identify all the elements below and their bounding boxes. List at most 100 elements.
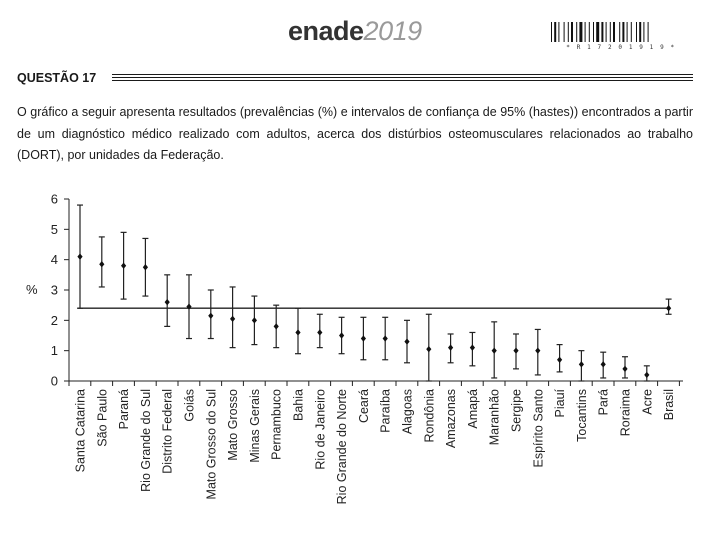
title-rule xyxy=(112,74,693,75)
prevalence-point xyxy=(77,253,83,260)
category-label: Amapá xyxy=(466,389,480,429)
prevalence-point xyxy=(360,335,366,342)
title-rule xyxy=(112,77,693,78)
exam-header: enade2019 * R 1 7 2 0 1 9 1 9 * xyxy=(0,0,710,60)
prevalence-point xyxy=(426,345,432,353)
prevalence-point xyxy=(121,262,127,269)
barcode-bar xyxy=(558,22,560,42)
prevalence-point xyxy=(557,356,563,363)
enade-logo: enade2019 xyxy=(288,16,422,47)
category-label: Brasil xyxy=(662,389,676,420)
prevalence-point xyxy=(622,365,628,373)
y-tick-label: 6 xyxy=(51,192,58,207)
category-label: Bahia xyxy=(292,389,306,421)
category-label: Distrito Federal xyxy=(161,389,175,474)
category-label: Alagoas xyxy=(401,389,415,434)
barcode-icon xyxy=(551,22,649,42)
category-label: Paraíba xyxy=(379,389,393,433)
category-label: Paraná xyxy=(117,389,131,429)
category-label: Rio Grande do Sul xyxy=(139,389,153,492)
barcode-bar xyxy=(636,22,637,42)
prevalence-point xyxy=(317,329,323,336)
prevalence-point xyxy=(666,305,672,312)
prevalence-point xyxy=(339,332,345,339)
prevalence-point xyxy=(469,344,475,351)
category-label: Amazonas xyxy=(444,389,458,448)
y-tick-label: 3 xyxy=(51,283,58,298)
barcode-bar xyxy=(639,22,642,42)
prevalence-point xyxy=(251,317,257,324)
barcode-bar xyxy=(626,22,628,42)
category-label: Acre xyxy=(640,389,654,415)
category-label: Maranhão xyxy=(488,389,502,445)
barcode-bar xyxy=(579,22,583,42)
barcode-bar xyxy=(613,22,615,42)
category-label: Tocantins xyxy=(575,389,589,442)
barcode-bar xyxy=(571,22,573,42)
category-label: Sergipe xyxy=(510,389,524,432)
prevalence-point xyxy=(208,312,214,319)
prevalence-point xyxy=(404,338,410,345)
prevalence-point xyxy=(164,298,170,306)
category-label: Roraima xyxy=(619,389,633,436)
category-label: Piauí xyxy=(553,388,567,417)
prevalence-point xyxy=(448,344,454,351)
category-label: Ceará xyxy=(357,389,371,423)
barcode-bar xyxy=(619,22,621,42)
y-tick-label: 5 xyxy=(51,222,58,237)
category-label: Minas Gerais xyxy=(248,389,262,463)
prevalence-point xyxy=(273,323,279,330)
y-tick-label: 2 xyxy=(51,313,58,328)
barcode-bar xyxy=(647,22,649,42)
barcode-bar xyxy=(567,22,569,42)
barcode-text: * R 1 7 2 0 1 9 1 9 * xyxy=(566,44,676,51)
barcode-bar xyxy=(605,22,607,42)
category-label: Rondônia xyxy=(422,389,436,443)
barcode-bar xyxy=(588,22,590,42)
prevalence-point xyxy=(513,347,519,354)
category-label: São Paulo xyxy=(95,389,109,447)
barcode-bar xyxy=(584,22,586,42)
logo-year: 2019 xyxy=(363,16,423,46)
title-rule xyxy=(112,80,693,81)
category-label: Rio de Janeiro xyxy=(313,389,327,470)
question-title: QUESTÃO 17 xyxy=(17,71,97,85)
y-tick-label: 0 xyxy=(51,374,58,389)
category-label: Santa Catarina xyxy=(74,389,88,472)
barcode-bar xyxy=(609,22,611,42)
barcode-bar xyxy=(630,22,632,42)
prevalence-point xyxy=(578,361,584,368)
prevalence-point xyxy=(99,261,105,268)
category-label: Rio Grande do Norte xyxy=(335,389,349,504)
category-label: Mato Grosso xyxy=(226,389,240,461)
category-label: Goiás xyxy=(183,389,197,422)
barcode-bar xyxy=(593,22,594,42)
logo-brand: enade xyxy=(288,16,364,46)
prevalence-point xyxy=(535,347,541,354)
barcode-bar xyxy=(643,22,645,42)
y-tick-label: 1 xyxy=(51,343,58,358)
barcode-bar xyxy=(554,22,557,42)
prevalence-point xyxy=(644,371,650,379)
prevalence-point xyxy=(600,361,606,368)
barcode-bar xyxy=(563,22,565,42)
prevalence-point xyxy=(186,303,192,310)
barcode-bar xyxy=(551,22,552,42)
category-label: Espírito Santo xyxy=(531,389,545,468)
barcode-bar xyxy=(601,22,604,42)
prevalence-point xyxy=(142,264,148,271)
category-label: Pernambuco xyxy=(270,389,284,460)
prevalence-point xyxy=(491,347,497,354)
question-header: QUESTÃO 17 xyxy=(17,70,693,86)
barcode-bar xyxy=(596,22,600,42)
category-label: Mato Grosso do Sul xyxy=(204,389,218,499)
question-statement: O gráfico a seguir apresenta resultados … xyxy=(17,105,693,162)
category-label: Pará xyxy=(597,389,611,415)
y-tick-label: 4 xyxy=(51,252,58,267)
prevalence-point xyxy=(382,335,388,342)
barcode-bar xyxy=(576,22,578,42)
prevalence-point xyxy=(295,329,301,336)
y-axis-label: % xyxy=(26,282,38,297)
barcode-bar xyxy=(622,22,625,42)
